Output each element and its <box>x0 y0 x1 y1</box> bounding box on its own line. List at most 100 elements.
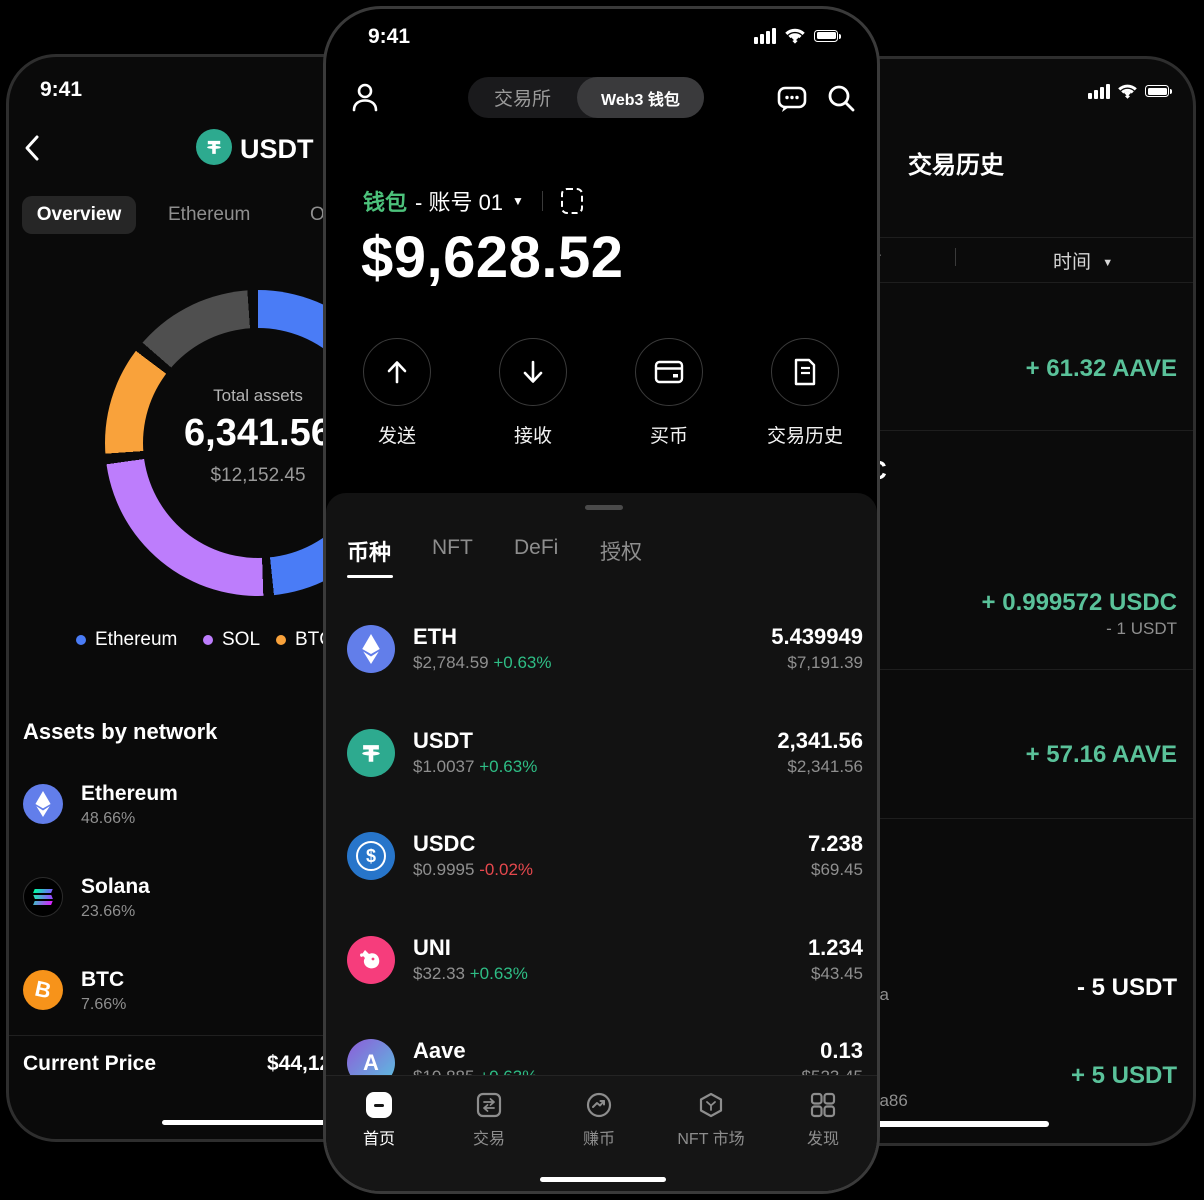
coin-row-uni[interactable]: UNI $32.33 +0.63% 1.234 $43.45 <box>347 936 863 988</box>
coin-row-usdt[interactable]: USDT $1.0037 +0.63% 2,341.56 $2,341.56 <box>347 729 863 781</box>
tab-approvals[interactable]: 授权 <box>600 541 642 564</box>
segment-exchange[interactable]: 交易所 <box>494 89 552 110</box>
nav-trade[interactable]: 交易 <box>444 1092 534 1149</box>
donut-center-value: 6,341.56 <box>184 412 332 454</box>
legend-dot-btc <box>276 635 286 645</box>
assets-by-network-heading: Assets by network <box>23 719 218 744</box>
time-filter-dropdown[interactable]: 时间 ▼ <box>1053 247 1113 274</box>
search-button[interactable] <box>826 83 856 113</box>
network-name: Solana <box>81 875 150 898</box>
tab-overview[interactable]: Overview <box>22 196 136 234</box>
coin-row-usdc[interactable]: $ USDC $0.9995 -0.02% 7.238 $69.45 <box>347 832 863 884</box>
wallet-row-separator <box>541 191 543 211</box>
battery-icon <box>814 29 841 42</box>
buy-label: 买币 <box>649 426 688 447</box>
signal-icon <box>754 27 776 44</box>
nav-home[interactable]: 首页 <box>334 1092 424 1149</box>
legend-label-ethereum: Ethereum <box>95 629 178 650</box>
nav-home-label: 首页 <box>362 1131 395 1148</box>
unicorn-icon <box>360 950 380 969</box>
eth-diamond-icon <box>362 634 380 664</box>
profile-button[interactable] <box>350 82 380 114</box>
network-name: Ethereum <box>81 782 178 805</box>
time-filter-caret-icon: ▼ <box>1102 257 1114 269</box>
coin-change: +0.63% <box>469 964 528 983</box>
uni-coin-icon <box>347 936 395 984</box>
back-button[interactable] <box>22 133 44 163</box>
eth-coin-icon <box>347 625 395 673</box>
tx2-sub-amount: - 1 USDT <box>1106 619 1177 638</box>
network-name: BTC <box>81 968 125 991</box>
tx2-amount: + 0.999572 USDC <box>981 589 1177 616</box>
coin-price: $1.0037 <box>413 757 475 776</box>
bitcoin-b-icon: B <box>32 975 54 1004</box>
tether-glyph-icon <box>207 140 221 154</box>
coin-symbol: Aave <box>413 1038 466 1063</box>
wallet-account-selector[interactable]: 钱包 - 账号 01 ▼ <box>363 185 583 217</box>
search-icon <box>828 85 855 112</box>
coin-row-eth[interactable]: ETH $2,784.59 +0.63% 5.439949 $7,191.39 <box>347 625 863 677</box>
coin-subline: $32.33 +0.63% <box>413 964 528 984</box>
home-icon <box>334 1092 424 1118</box>
tab-nft[interactable]: NFT <box>432 536 473 559</box>
network-percent: 23.66% <box>81 903 136 920</box>
card-icon <box>654 360 684 384</box>
history-label: 交易历史 <box>766 426 843 447</box>
nav-earn[interactable]: 赚币 <box>554 1092 644 1149</box>
tether-glyph-icon <box>362 745 380 762</box>
network-row-ethereum[interactable]: Ethereum 48.66% <box>23 782 343 828</box>
network-row-btc[interactable]: B BTC 7.66% <box>23 968 343 1014</box>
nav-trade-label: 交易 <box>472 1131 505 1148</box>
footer-divider <box>9 1035 505 1036</box>
coin-fiat: $43.45 <box>811 964 863 983</box>
receive-button[interactable] <box>499 338 567 406</box>
coin-subline: $2,784.59 +0.63% <box>413 653 552 673</box>
tab-ethereum[interactable]: Ethereum <box>168 204 251 225</box>
coin-amount: 0.13 <box>820 1038 863 1063</box>
coin-subline: $1.0037 +0.63% <box>413 757 537 777</box>
center-status-icons <box>754 27 841 44</box>
tab-coins[interactable]: 币种 <box>347 540 392 565</box>
coin-amount: 1.234 <box>807 935 863 960</box>
network-percent: 7.66% <box>81 996 127 1013</box>
segment-web3-wallet[interactable]: Web3 钱包 <box>577 77 704 118</box>
nav-discover[interactable]: 发现 <box>778 1092 868 1149</box>
solana-network-icon <box>23 877 63 917</box>
tx4-amount: - 5 USDT <box>1076 974 1177 1001</box>
center-home-indicator <box>540 1177 666 1182</box>
history-button[interactable] <box>771 338 839 406</box>
coin-amount: 7.238 <box>807 831 863 856</box>
coin-price: $2,784.59 <box>413 653 489 672</box>
nav-nft-market[interactable]: NFT 市场 <box>666 1092 756 1149</box>
tab-third-truncated[interactable]: O <box>310 204 325 225</box>
coin-symbol: ETH <box>413 624 457 649</box>
coin-symbol: UNI <box>413 935 451 960</box>
send-button[interactable] <box>363 338 431 406</box>
nav-discover-label: 发现 <box>806 1131 839 1148</box>
sheet-drag-handle[interactable] <box>585 505 623 510</box>
send-label: 发送 <box>377 426 416 447</box>
legend-dot-sol <box>203 635 213 645</box>
coin-change: +0.63% <box>479 757 538 776</box>
earn-icon <box>554 1092 644 1118</box>
trade-icon <box>444 1092 534 1118</box>
center-status-time: 9:41 <box>368 25 411 48</box>
coin-amount: 5.439949 <box>771 624 863 649</box>
buy-crypto-button[interactable] <box>635 338 703 406</box>
chat-button[interactable] <box>776 83 808 115</box>
network-row-solana[interactable]: Solana 23.66% <box>23 875 343 921</box>
coin-fiat: $7,191.39 <box>787 653 863 672</box>
legend-ethereum: Ethereum <box>76 629 177 651</box>
tx5-amount: + 5 USDT <box>1070 1062 1177 1089</box>
coin-fiat: $69.45 <box>811 860 863 879</box>
coin-change: +0.63% <box>493 653 552 672</box>
arrow-down-icon <box>523 360 543 383</box>
network-percent: 48.66% <box>81 810 136 827</box>
scan-qr-icon[interactable] <box>560 188 583 214</box>
coin-symbol: USDC <box>413 831 476 856</box>
back-chevron-icon <box>25 135 39 161</box>
usdc-coin-icon: $ <box>347 832 395 880</box>
coin-symbol: USDT <box>413 728 473 753</box>
tab-defi[interactable]: DeFi <box>514 536 559 559</box>
